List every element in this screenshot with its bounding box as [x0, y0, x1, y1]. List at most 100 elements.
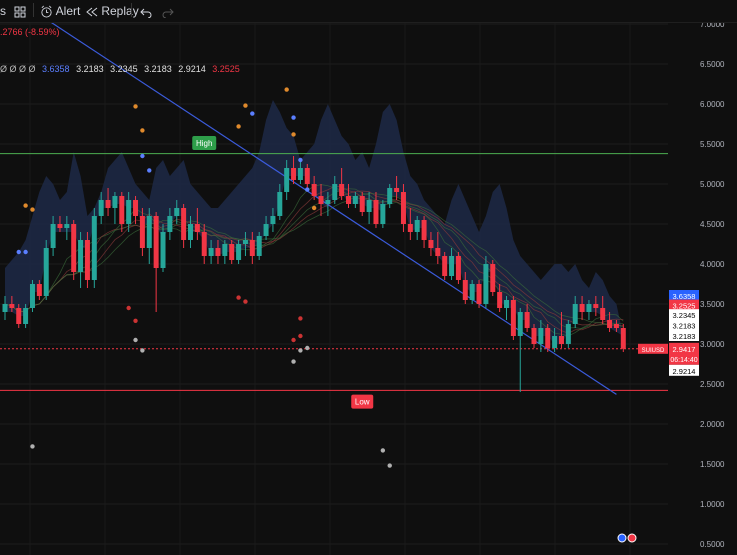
candle-body	[112, 196, 118, 208]
high-label-box	[192, 136, 217, 150]
current-price: 2.9417	[673, 345, 696, 354]
candle-body	[222, 244, 228, 256]
signal-dot	[291, 115, 296, 120]
candle-body	[119, 196, 125, 224]
alarm-clock-icon	[41, 5, 52, 18]
candle-body	[366, 200, 372, 212]
y-tick-label: 0.5000	[700, 540, 725, 549]
price-tag-box	[669, 299, 699, 311]
y-tick-label: 5.0000	[700, 180, 725, 189]
signal-dot	[387, 463, 392, 468]
candle-body	[146, 216, 152, 248]
signal-dot	[147, 168, 152, 173]
candle-body	[407, 224, 413, 232]
toolbar-fragment[interactable]: s	[0, 4, 6, 18]
candle-body	[373, 200, 379, 224]
signal-dot	[305, 345, 310, 351]
candle-body	[613, 324, 619, 328]
candle-body	[57, 224, 63, 228]
signal-dot	[23, 249, 28, 255]
legend-value: 3.2525	[212, 64, 240, 74]
signal-dot	[126, 305, 131, 311]
candle-body	[387, 188, 393, 204]
candle-body	[78, 240, 84, 272]
candle-body	[455, 256, 461, 280]
trend-line	[16, 0, 617, 395]
candle-body	[558, 336, 564, 344]
signal-dot	[30, 207, 35, 212]
signal-dot	[23, 203, 28, 208]
grid-icon[interactable]	[14, 3, 26, 19]
candle-body	[380, 204, 386, 224]
candle-body	[565, 324, 571, 344]
candle-body	[332, 184, 338, 200]
legend-value: 3.2183	[144, 64, 172, 74]
candle-body	[263, 224, 269, 236]
signal-dot	[291, 337, 296, 343]
candle-body	[414, 220, 420, 232]
candle-body	[428, 240, 434, 248]
candle-body	[181, 208, 187, 240]
candle-body	[284, 168, 290, 192]
signal-dot	[133, 318, 138, 323]
candle-body	[16, 308, 22, 324]
signal-dot	[236, 295, 241, 300]
candle-body	[304, 168, 310, 184]
alert-label: Alert	[55, 4, 81, 18]
y-tick-label: 3.0000	[700, 340, 725, 349]
y-tick-label: 7.0000	[700, 20, 725, 29]
candle-body	[421, 220, 427, 240]
legend-value: 2.9214	[178, 64, 206, 74]
candle-body	[607, 320, 613, 328]
price-tag-box	[669, 309, 699, 321]
candle-body	[167, 216, 173, 232]
toolbar-divider	[33, 3, 34, 17]
indicator-legend: Ø Ø Ø Ø 3.6358 3.2183 3.2345 3.2183 2.92…	[0, 64, 244, 74]
candle-body	[442, 256, 448, 276]
alert-button[interactable]: Alert	[40, 3, 80, 19]
candle-body	[462, 280, 468, 300]
replay-button[interactable]: Replay	[86, 3, 139, 19]
y-tick-label: 6.0000	[700, 100, 725, 109]
candle-body	[352, 196, 358, 204]
candle-body	[620, 328, 626, 349]
signal-dot	[140, 153, 145, 159]
price-tag-box	[669, 330, 699, 341]
y-tick-label: 1.0000	[700, 500, 725, 509]
signal-dot	[311, 205, 317, 211]
moving-average-line	[4, 190, 624, 326]
candle-body	[208, 248, 214, 256]
low-label: Low	[355, 398, 370, 407]
signal-dot	[291, 132, 296, 137]
candle-body	[586, 304, 592, 312]
signal-dot	[133, 104, 138, 109]
price-tag: 3.2183	[673, 332, 696, 341]
signal-dot	[243, 299, 248, 304]
symbol-tag: SUIUSD	[642, 348, 665, 354]
undo-icon[interactable]	[140, 3, 152, 19]
candle-body	[105, 200, 111, 208]
redo-icon[interactable]	[162, 3, 174, 19]
signal-dot	[140, 348, 145, 353]
signal-dot	[305, 187, 310, 192]
y-tick-label: 2.5000	[700, 380, 725, 389]
signal-dot	[298, 348, 303, 353]
symbol-tag-box	[638, 343, 668, 354]
candle-body	[394, 188, 400, 192]
candle-body	[256, 236, 262, 256]
price-tag: 3.6358	[673, 292, 696, 301]
price-tag: 3.2525	[673, 302, 696, 311]
candle-body	[270, 216, 276, 224]
price-tag-box	[669, 319, 699, 331]
candle-body	[359, 196, 365, 212]
candle-body	[449, 256, 455, 276]
candle-body	[160, 232, 166, 268]
candle-body	[174, 208, 180, 216]
top-toolbar: s Alert Replay	[0, 0, 737, 23]
candle-body	[43, 248, 49, 296]
price-tag: 3.2345	[673, 311, 696, 320]
candle-body	[517, 312, 523, 336]
candle-body	[572, 304, 578, 324]
signal-dot	[380, 448, 386, 453]
